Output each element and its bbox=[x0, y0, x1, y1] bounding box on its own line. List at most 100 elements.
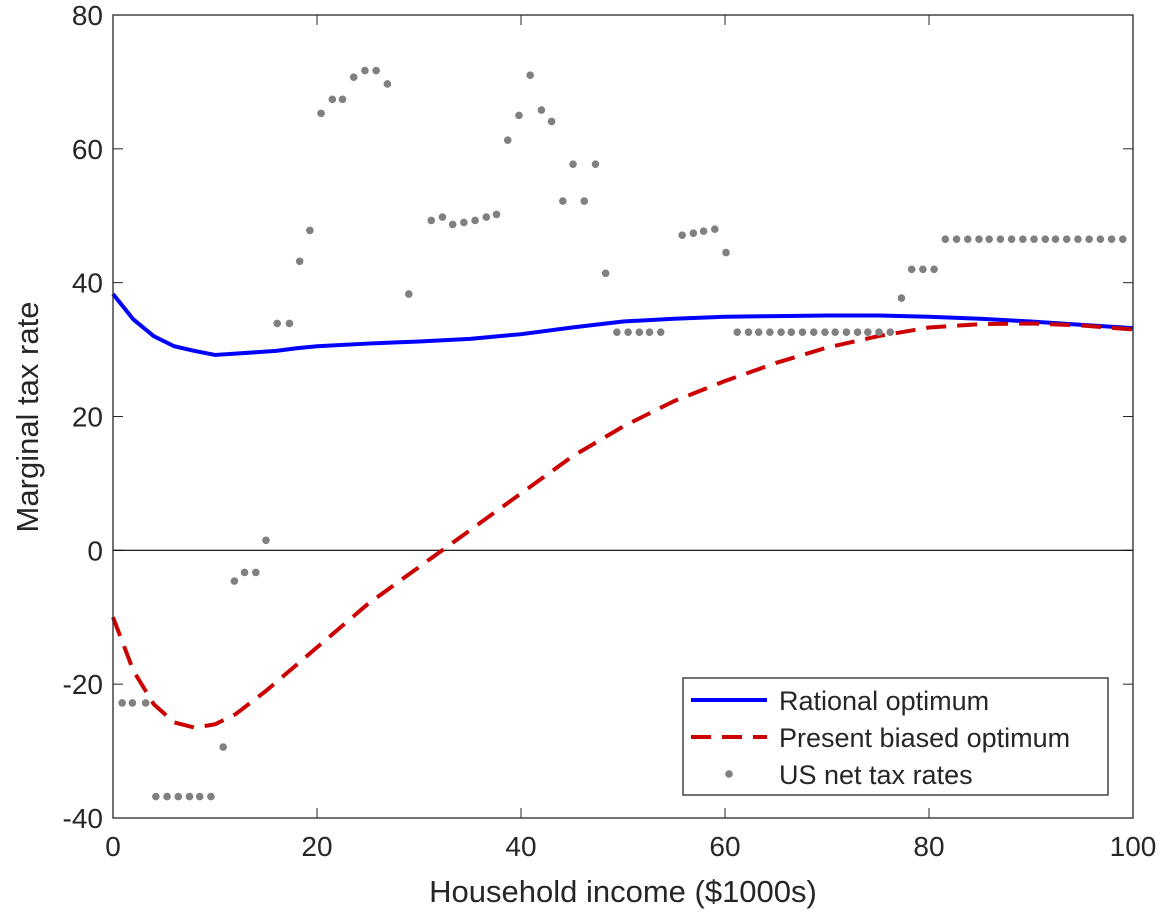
y-tick-label: 0 bbox=[87, 535, 103, 566]
axes-box bbox=[112, 14, 1134, 819]
x-axis-label: Household income ($1000s) bbox=[429, 874, 817, 909]
legend-label: Rational optimum bbox=[779, 686, 989, 716]
scatter-point bbox=[711, 225, 719, 233]
scatter-point bbox=[853, 328, 862, 336]
scatter-point bbox=[492, 210, 501, 219]
scatter-point bbox=[438, 213, 447, 221]
scatter-point bbox=[163, 792, 171, 801]
scatter-point bbox=[907, 265, 916, 274]
scatter-point bbox=[1096, 235, 1105, 243]
scatter-point bbox=[1007, 235, 1016, 243]
scatter-point bbox=[635, 328, 644, 336]
scatter-point bbox=[207, 792, 215, 801]
scatter-point bbox=[875, 328, 883, 336]
scatter-point bbox=[328, 95, 337, 104]
scatter-point bbox=[580, 197, 589, 205]
scatter-point bbox=[338, 95, 347, 104]
scatter-point bbox=[118, 699, 126, 707]
y-tick-label: 60 bbox=[72, 134, 103, 165]
scatter-point bbox=[1041, 235, 1050, 243]
scatter-point bbox=[864, 328, 872, 336]
y-tick-label: 20 bbox=[72, 402, 103, 433]
scatter-point bbox=[569, 160, 577, 169]
scatter-point bbox=[240, 568, 249, 577]
scatter-point bbox=[754, 328, 763, 336]
scatter-point bbox=[1030, 235, 1038, 243]
scatter-point bbox=[1019, 235, 1027, 243]
scatter-point bbox=[963, 235, 972, 243]
scatter-point bbox=[678, 231, 686, 239]
x-tick-label: 40 bbox=[505, 831, 536, 862]
scatter-point bbox=[537, 106, 546, 114]
scatter-point bbox=[559, 197, 567, 205]
scatter-point bbox=[722, 248, 730, 257]
x-tick-label: 60 bbox=[709, 831, 740, 862]
scatter-point bbox=[777, 328, 785, 336]
scatter-point bbox=[952, 235, 961, 243]
scatter-point bbox=[591, 160, 600, 169]
scatter-point bbox=[656, 328, 665, 336]
scatter-point bbox=[897, 294, 906, 302]
scatter-point bbox=[941, 235, 950, 243]
scatter-point bbox=[1051, 235, 1060, 243]
scatter-point bbox=[471, 216, 479, 225]
scatter-point bbox=[262, 536, 270, 545]
legend-label: Present biased optimum bbox=[779, 723, 1070, 753]
series-line bbox=[111, 292, 1134, 357]
scatter-point bbox=[930, 265, 938, 274]
legend: Rational optimum Present biased optimum US… bbox=[682, 677, 1109, 796]
scatter-point bbox=[185, 792, 194, 801]
y-tick-label: 40 bbox=[72, 268, 103, 299]
scatter-point bbox=[219, 743, 227, 751]
x-tick-label: 100 bbox=[1110, 831, 1157, 862]
scatter-point bbox=[985, 235, 993, 243]
x-tick-label: 0 bbox=[105, 831, 121, 862]
scatter-point bbox=[317, 109, 325, 118]
x-tick-label: 20 bbox=[301, 831, 332, 862]
scatter-point bbox=[195, 792, 204, 801]
scatter-point bbox=[547, 117, 556, 126]
scatter-point bbox=[295, 257, 304, 266]
scatter-point bbox=[809, 328, 818, 336]
scatter-point bbox=[1085, 235, 1093, 243]
scatter-point bbox=[230, 577, 239, 585]
scatter-point bbox=[383, 80, 392, 88]
y-tick-label: -20 bbox=[63, 669, 103, 700]
scatter-point bbox=[460, 218, 468, 227]
legend-marker bbox=[725, 770, 733, 778]
y-tick-label: 80 bbox=[72, 0, 103, 31]
scatter-point bbox=[831, 328, 839, 336]
scatter-point bbox=[252, 568, 260, 577]
scatter-point bbox=[141, 699, 150, 707]
scatter-point bbox=[1107, 235, 1116, 243]
scatter-point bbox=[503, 136, 512, 144]
scatter-point bbox=[174, 792, 183, 801]
scatter-point bbox=[128, 699, 137, 707]
scatter-point bbox=[689, 229, 698, 237]
y-tick-label: -40 bbox=[63, 803, 103, 834]
scatter-point bbox=[152, 792, 160, 801]
scatter-point bbox=[733, 328, 742, 336]
scatter-point bbox=[1074, 235, 1082, 243]
scatter-point bbox=[645, 328, 654, 336]
y-axis-label: Marginal tax rate bbox=[10, 302, 45, 533]
series-line bbox=[111, 321, 1134, 730]
scatter-point bbox=[624, 328, 632, 336]
scatter-point bbox=[601, 269, 610, 278]
scatter-point bbox=[349, 73, 358, 82]
scatter-point bbox=[766, 328, 774, 336]
scatter-point bbox=[372, 66, 380, 75]
scatter-point bbox=[821, 328, 829, 336]
scatter-point bbox=[273, 319, 282, 328]
scatter-point bbox=[1119, 235, 1127, 243]
scatter-point bbox=[285, 319, 294, 328]
scatter-point bbox=[405, 290, 413, 298]
scatter-point bbox=[526, 71, 534, 80]
scatter-point bbox=[744, 328, 753, 336]
scatter-point bbox=[886, 328, 895, 336]
scatter-point bbox=[919, 265, 927, 274]
scatter-point bbox=[975, 235, 983, 243]
scatter-point bbox=[515, 111, 523, 120]
